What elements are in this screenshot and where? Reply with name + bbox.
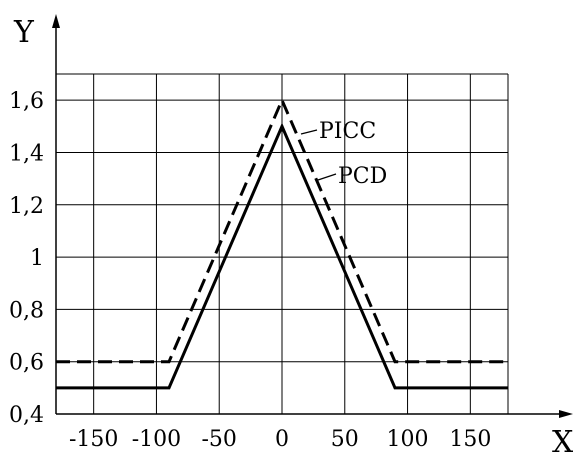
series-line-pcd bbox=[56, 122, 508, 390]
x-tick-label: -100 bbox=[132, 427, 181, 452]
y-axis-label: Y bbox=[13, 15, 35, 50]
x-tick-label: -150 bbox=[69, 427, 118, 452]
series-lines bbox=[56, 96, 508, 390]
x-axis-arrow bbox=[559, 410, 573, 418]
x-tick-label: -50 bbox=[202, 427, 237, 452]
y-axis-arrow bbox=[52, 14, 60, 28]
x-tick-label: 50 bbox=[331, 427, 359, 452]
series-line-picc bbox=[56, 96, 508, 364]
pcd-leader bbox=[317, 173, 337, 181]
y-tick-label: 1,6 bbox=[9, 89, 44, 114]
y-tick-label: 1,2 bbox=[9, 194, 44, 219]
x-tick-label: 150 bbox=[449, 427, 491, 452]
picc-leader bbox=[300, 129, 318, 135]
y-tick-label: 1,4 bbox=[9, 141, 44, 166]
x-tick-label: 0 bbox=[275, 427, 289, 452]
axes: Y X bbox=[13, 14, 573, 455]
series-label-picc: PICC bbox=[319, 119, 376, 144]
y-tick-label: 1 bbox=[30, 246, 44, 271]
tick-labels: -150 -100 -50 0 50 100 150 0,4 0,6 0,8 1 1,2 1,4 1,6 bbox=[9, 89, 491, 452]
x-axis-label: X bbox=[552, 425, 573, 455]
series-labels: PICC PCD bbox=[300, 119, 387, 189]
y-tick-label: 0,6 bbox=[9, 351, 44, 376]
x-tick-label: 100 bbox=[387, 427, 429, 452]
series-label-pcd: PCD bbox=[338, 164, 387, 189]
y-tick-label: 0,8 bbox=[9, 298, 44, 323]
y-tick-label: 0,4 bbox=[9, 403, 44, 428]
